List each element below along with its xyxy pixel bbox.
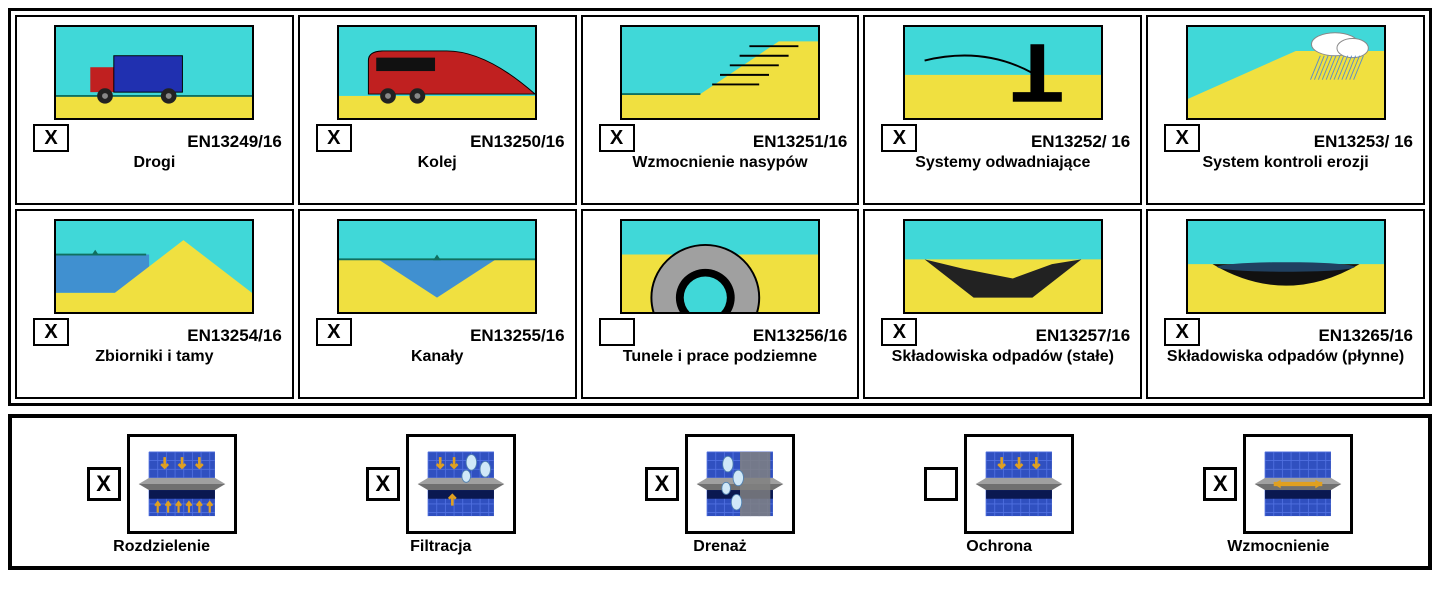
applications-grid: X EN13249/16 Drogi X EN13250/16 Kolej bbox=[8, 8, 1432, 406]
app-code: EN13251/16 bbox=[753, 132, 848, 152]
app-label: Wzmocnienie nasypów bbox=[589, 154, 852, 172]
app-checkbox-liquid[interactable]: X bbox=[1164, 318, 1200, 346]
app-cell-canals: X EN13255/16 Kanały bbox=[298, 209, 577, 399]
func-icon-reinforce bbox=[1243, 434, 1353, 534]
func-icon-protection bbox=[964, 434, 1074, 534]
func-checkbox-filtration[interactable]: X bbox=[366, 467, 400, 501]
app-cell-solid: X EN13257/16 Składowiska odpadów (stałe) bbox=[863, 209, 1142, 399]
app-code: EN13257/16 bbox=[1036, 326, 1131, 346]
app-cell-drainage: X EN13252/ 16 Systemy odwadniające bbox=[863, 15, 1142, 205]
app-cell-railway: X EN13250/16 Kolej bbox=[298, 15, 577, 205]
app-checkbox-railway[interactable]: X bbox=[316, 124, 352, 152]
app-pictogram-dams bbox=[54, 219, 254, 314]
app-label: Kolej bbox=[306, 154, 569, 172]
app-label: Tunele i prace podziemne bbox=[589, 348, 852, 366]
func-label: Wzmocnienie bbox=[1227, 538, 1329, 556]
app-cell-tunnels: EN13256/16 Tunele i prace podziemne bbox=[581, 209, 860, 399]
app-cell-liquid: X EN13265/16 Składowiska odpadów (płynne… bbox=[1146, 209, 1425, 399]
app-code: EN13249/16 bbox=[187, 132, 282, 152]
func-label: Ochrona bbox=[966, 538, 1032, 556]
func-icon-filtration bbox=[406, 434, 516, 534]
functions-row: X Rozdzielenie X Filtracja X bbox=[8, 414, 1432, 570]
app-pictogram-solid bbox=[903, 219, 1103, 314]
func-filtration: X Filtracja bbox=[366, 434, 516, 556]
app-checkbox-drainage[interactable]: X bbox=[881, 124, 917, 152]
app-code: EN13254/16 bbox=[187, 326, 282, 346]
app-pictogram-liquid bbox=[1186, 219, 1386, 314]
app-pictogram-drainage bbox=[903, 25, 1103, 120]
app-code: EN13252/ 16 bbox=[1031, 132, 1130, 152]
app-cell-roads: X EN13249/16 Drogi bbox=[15, 15, 294, 205]
func-icon-separation bbox=[127, 434, 237, 534]
func-label: Rozdzielenie bbox=[113, 538, 210, 556]
app-label: Zbiorniki i tamy bbox=[23, 348, 286, 366]
func-label: Filtracja bbox=[410, 538, 471, 556]
app-checkbox-tunnels[interactable] bbox=[599, 318, 635, 346]
app-cell-erosion: X EN13253/ 16 System kontroli erozji bbox=[1146, 15, 1425, 205]
app-pictogram-canals bbox=[337, 219, 537, 314]
func-checkbox-protection[interactable] bbox=[924, 467, 958, 501]
app-cell-embank: X EN13251/16 Wzmocnienie nasypów bbox=[581, 15, 860, 205]
app-label: Kanały bbox=[306, 348, 569, 366]
func-checkbox-drain_fn[interactable]: X bbox=[645, 467, 679, 501]
app-pictogram-railway bbox=[337, 25, 537, 120]
func-checkbox-reinforce[interactable]: X bbox=[1203, 467, 1237, 501]
app-checkbox-dams[interactable]: X bbox=[33, 318, 69, 346]
func-checkbox-separation[interactable]: X bbox=[87, 467, 121, 501]
app-pictogram-tunnels bbox=[620, 219, 820, 314]
app-cell-dams: X EN13254/16 Zbiorniki i tamy bbox=[15, 209, 294, 399]
app-checkbox-erosion[interactable]: X bbox=[1164, 124, 1200, 152]
app-label: Składowiska odpadów (płynne) bbox=[1154, 348, 1417, 366]
func-drain_fn: X Drenaż bbox=[645, 434, 795, 556]
app-checkbox-solid[interactable]: X bbox=[881, 318, 917, 346]
func-separation: X Rozdzielenie bbox=[87, 434, 237, 556]
app-code: EN13265/16 bbox=[1318, 326, 1413, 346]
app-code: EN13255/16 bbox=[470, 326, 565, 346]
func-reinforce: X Wzmocnienie bbox=[1203, 434, 1353, 556]
app-code: EN13253/ 16 bbox=[1314, 132, 1413, 152]
app-label: Składowiska odpadów (stałe) bbox=[871, 348, 1134, 366]
app-pictogram-erosion bbox=[1186, 25, 1386, 120]
app-code: EN13250/16 bbox=[470, 132, 565, 152]
app-label: System kontroli erozji bbox=[1154, 154, 1417, 172]
app-code: EN13256/16 bbox=[753, 326, 848, 346]
func-icon-drain_fn bbox=[685, 434, 795, 534]
app-checkbox-roads[interactable]: X bbox=[33, 124, 69, 152]
func-label: Drenaż bbox=[693, 538, 746, 556]
app-label: Systemy odwadniające bbox=[871, 154, 1134, 172]
app-pictogram-embank bbox=[620, 25, 820, 120]
app-checkbox-embank[interactable]: X bbox=[599, 124, 635, 152]
app-pictogram-roads bbox=[54, 25, 254, 120]
func-protection: Ochrona bbox=[924, 434, 1074, 556]
app-checkbox-canals[interactable]: X bbox=[316, 318, 352, 346]
app-label: Drogi bbox=[23, 154, 286, 172]
